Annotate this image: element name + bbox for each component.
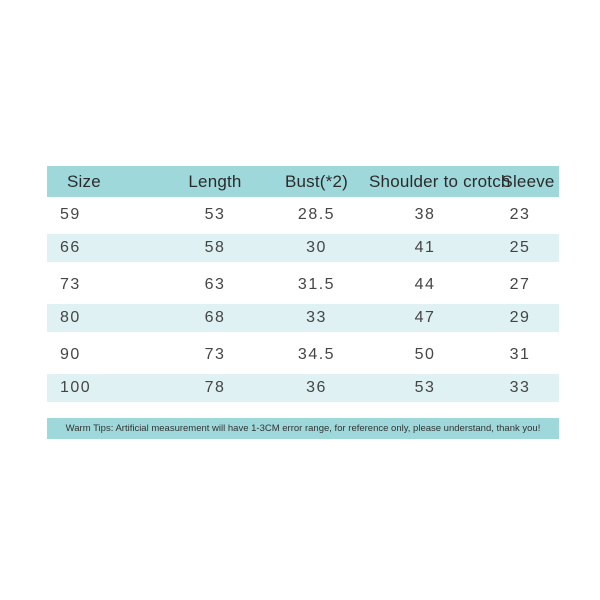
cell-bust: 33 <box>306 309 327 326</box>
table-row-size-73: 73 63 31.5 44 27 <box>47 267 559 302</box>
cell-shoulder-to-crotch: 41 <box>414 239 436 256</box>
cell-bust: 28.5 <box>297 205 336 223</box>
cell-shoulder-to-crotch: 44 <box>414 275 436 293</box>
cell-length: 63 <box>204 275 226 293</box>
cell-shoulder-to-crotch: 50 <box>414 345 436 363</box>
table-row-size-100: 100 78 36 53 33 <box>47 372 559 407</box>
cell-sleeve: 23 <box>509 205 531 223</box>
cell-size: 100 <box>60 379 92 396</box>
table-row-size-66: 66 58 30 41 25 <box>47 232 559 267</box>
cell-bust: 30 <box>306 239 327 256</box>
cell-shoulder-to-crotch: 47 <box>414 309 436 326</box>
cell-length: 73 <box>204 345 226 363</box>
cell-size: 59 <box>60 205 81 223</box>
header-cell-sleeve: Sleeve <box>501 171 555 191</box>
cell-length: 53 <box>204 205 226 223</box>
header-cell-bust: Bust(*2) <box>284 171 348 191</box>
cell-sleeve: 27 <box>509 275 531 293</box>
cell-length: 68 <box>204 309 226 326</box>
cell-bust: 34.5 <box>297 345 336 363</box>
cell-sleeve: 29 <box>509 309 531 326</box>
cell-size: 73 <box>60 275 81 293</box>
cell-bust: 36 <box>306 379 327 396</box>
table-row-size-90: 90 73 34.5 50 31 <box>47 337 559 372</box>
cell-shoulder-to-crotch: 53 <box>414 379 436 396</box>
warm-tips-text: Warm Tips: Artificial measurement will h… <box>65 423 541 434</box>
cell-sleeve: 33 <box>509 379 531 396</box>
table-header-row: Size Length Bust(*2) Shoulder to crotch … <box>47 166 559 197</box>
warm-tips-bar: Warm Tips: Artificial measurement will h… <box>47 418 559 439</box>
cell-length: 58 <box>204 239 226 256</box>
header-cell-shoulder-to-crotch: Shoulder to crotch <box>369 171 511 191</box>
cell-size: 80 <box>60 309 81 326</box>
cell-shoulder-to-crotch: 38 <box>414 205 436 223</box>
table-row-size-80: 80 68 33 47 29 <box>47 302 559 337</box>
cell-sleeve: 25 <box>509 239 531 256</box>
size-chart-table: Size Length Bust(*2) Shoulder to crotch … <box>47 166 559 407</box>
cell-bust: 31.5 <box>297 275 336 293</box>
cell-sleeve: 31 <box>509 345 531 363</box>
cell-size: 90 <box>60 345 81 363</box>
table-row-size-59: 59 53 28.5 38 23 <box>47 197 559 232</box>
cell-size: 66 <box>60 239 81 256</box>
header-cell-size: Size <box>67 171 101 191</box>
header-cell-length: Length <box>188 171 242 191</box>
cell-length: 78 <box>204 379 226 396</box>
